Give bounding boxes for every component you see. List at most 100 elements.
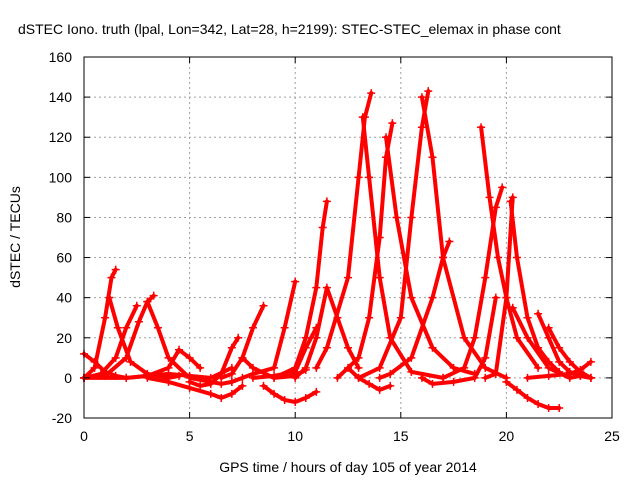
data-point-18-4 <box>407 367 416 376</box>
data-point-30-2 <box>523 393 532 402</box>
data-point-20-1 <box>354 353 363 362</box>
data-point-4-5 <box>149 291 158 300</box>
data-point-29-0 <box>506 197 515 206</box>
data-point-25-1 <box>428 379 437 388</box>
data-point-34-1 <box>555 343 564 352</box>
data-point-14-0 <box>248 373 257 382</box>
data-point-15-0 <box>270 373 279 382</box>
series-layer <box>80 87 595 412</box>
data-point-28-1 <box>491 369 500 378</box>
data-point-19-4 <box>386 381 395 390</box>
data-point-17-2 <box>344 273 352 282</box>
x-tick-label-2: 10 <box>287 428 303 444</box>
data-point-32-1 <box>544 333 553 342</box>
data-point-28-3 <box>508 193 517 202</box>
data-point-22-0 <box>354 373 363 382</box>
data-point-33-1 <box>544 371 553 380</box>
data-point-32-0 <box>534 309 543 318</box>
data-point-23-1 <box>428 153 437 162</box>
series-line-26 <box>441 185 505 380</box>
data-point-34-2 <box>565 357 574 366</box>
data-point-11-1 <box>238 373 247 382</box>
data-point-0-4 <box>111 265 120 274</box>
data-point-8-3 <box>206 389 215 398</box>
x-tick-label-1: 5 <box>186 428 194 444</box>
data-point-32-2 <box>555 357 564 366</box>
data-point-31-0 <box>508 303 517 312</box>
series-line-27 <box>479 125 541 370</box>
data-point-33-0 <box>523 373 532 382</box>
data-point-16-0 <box>291 373 300 382</box>
data-point-28-2 <box>502 293 511 302</box>
data-point-27-4 <box>512 333 521 342</box>
data-point-18-0 <box>358 113 367 122</box>
data-point-6-5 <box>196 363 205 372</box>
data-point-20-3 <box>375 233 384 242</box>
data-point-17-3 <box>354 173 363 182</box>
series-line-15 <box>272 199 329 380</box>
data-point-25-5 <box>491 293 500 302</box>
y-tick-label-8: 140 <box>49 89 73 105</box>
data-point-10-4 <box>259 301 268 310</box>
data-point-29-2 <box>523 313 532 322</box>
data-point-34-4 <box>586 373 595 382</box>
data-point-16-2 <box>312 333 321 342</box>
data-point-33-4 <box>586 357 595 366</box>
data-point-7-1 <box>122 373 131 382</box>
data-point-27-2 <box>493 253 502 262</box>
data-point-17-5 <box>367 89 376 98</box>
data-point-7-2 <box>164 369 173 378</box>
data-point-4-2 <box>122 353 131 362</box>
series-line-7 <box>82 365 234 380</box>
data-point-8-6 <box>238 381 247 390</box>
data-point-2-2 <box>111 353 120 362</box>
data-point-24-5 <box>445 237 454 246</box>
data-point-28-0 <box>481 373 490 382</box>
data-point-23-0 <box>417 93 426 102</box>
data-point-22-3 <box>407 213 416 222</box>
y-tick-label-5: 80 <box>56 209 72 225</box>
data-point-26-0 <box>439 373 448 382</box>
data-point-24-3 <box>428 293 437 302</box>
data-point-34-3 <box>576 367 585 376</box>
series-line-10 <box>219 303 266 380</box>
grid-layer <box>84 57 612 418</box>
data-point-9-4 <box>227 343 236 352</box>
data-point-16-3 <box>322 283 331 292</box>
series-line-22 <box>356 89 431 380</box>
data-point-12-0 <box>238 353 247 362</box>
data-point-11-5 <box>291 277 300 286</box>
data-point-33-2 <box>565 369 574 378</box>
data-point-8-0 <box>143 373 152 382</box>
series-line-2 <box>82 303 139 380</box>
data-point-31-1 <box>523 333 532 342</box>
data-point-22-2 <box>396 313 405 322</box>
data-point-26-5 <box>498 183 507 192</box>
y-tick-label-7: 120 <box>49 129 73 145</box>
data-point-21-2 <box>407 293 416 302</box>
data-point-24-0 <box>375 373 384 382</box>
data-point-15-1 <box>291 363 300 372</box>
y-axis-label: dSTEC / TECUs <box>7 186 23 288</box>
data-point-10-0 <box>217 373 226 382</box>
data-point-8-5 <box>227 389 236 398</box>
data-point-26-3 <box>481 273 490 282</box>
data-point-27-1 <box>485 193 494 202</box>
data-point-30-5 <box>555 403 564 412</box>
data-point-1-2 <box>126 357 135 366</box>
data-point-9-1 <box>196 381 205 390</box>
data-point-3-1 <box>90 357 99 366</box>
data-point-26-1 <box>460 363 469 372</box>
data-point-16-6 <box>354 363 363 372</box>
data-point-13-1 <box>270 389 279 398</box>
data-point-25-2 <box>449 377 458 386</box>
data-point-0-3 <box>107 273 116 282</box>
data-point-0-2 <box>101 313 110 322</box>
data-point-24-1 <box>386 369 395 378</box>
y-tick-label-3: 40 <box>56 290 72 306</box>
data-point-15-2 <box>301 333 310 342</box>
data-point-22-4 <box>417 123 426 132</box>
data-point-25-3 <box>470 373 479 382</box>
data-point-24-4 <box>439 253 448 262</box>
data-point-18-2 <box>375 273 384 282</box>
